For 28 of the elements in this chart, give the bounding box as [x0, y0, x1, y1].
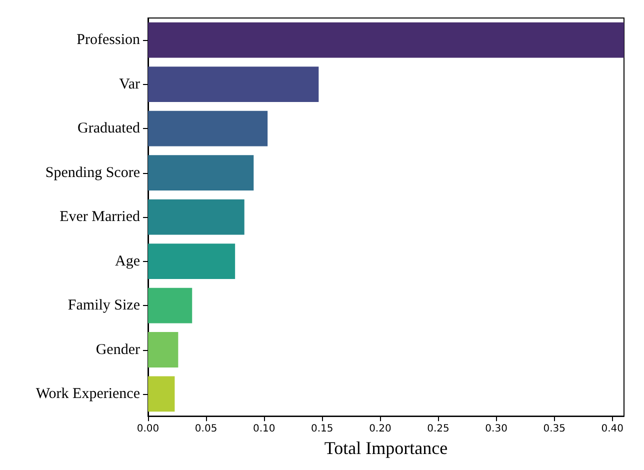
y-tick-label: Family Size [68, 298, 140, 314]
bar [148, 288, 192, 324]
bar [148, 199, 244, 235]
bar [148, 22, 624, 58]
x-tick-label: 0.10 [252, 424, 276, 435]
x-tick-label: 0.25 [427, 424, 450, 435]
y-tick-label: Graduated [78, 120, 140, 137]
y-tick-label: Spending Score [45, 164, 140, 181]
bar [148, 332, 178, 368]
y-tick-label: Gender [96, 342, 140, 358]
y-tick-label: Age [115, 253, 140, 270]
x-tick-label: 0.30 [485, 424, 508, 435]
y-tick-label: Var [119, 76, 140, 92]
x-tick-label: 0.40 [601, 424, 624, 435]
x-axis-title: Total Importance [324, 438, 448, 458]
bar [148, 244, 236, 279]
x-tick-label: 0.20 [369, 424, 392, 435]
bar [148, 66, 319, 102]
bar [148, 155, 254, 191]
x-tick-label: 0.35 [543, 424, 566, 435]
y-tick-label: Ever Married [60, 209, 140, 226]
bar [148, 376, 175, 412]
x-tick-label: 0.15 [311, 424, 334, 435]
x-tick-label: 0.05 [194, 424, 218, 435]
y-tick-label: Profession [76, 32, 140, 48]
bar [148, 110, 268, 146]
y-tick-label: Work Experience [36, 386, 140, 402]
x-tick-label: 0.00 [136, 424, 160, 435]
